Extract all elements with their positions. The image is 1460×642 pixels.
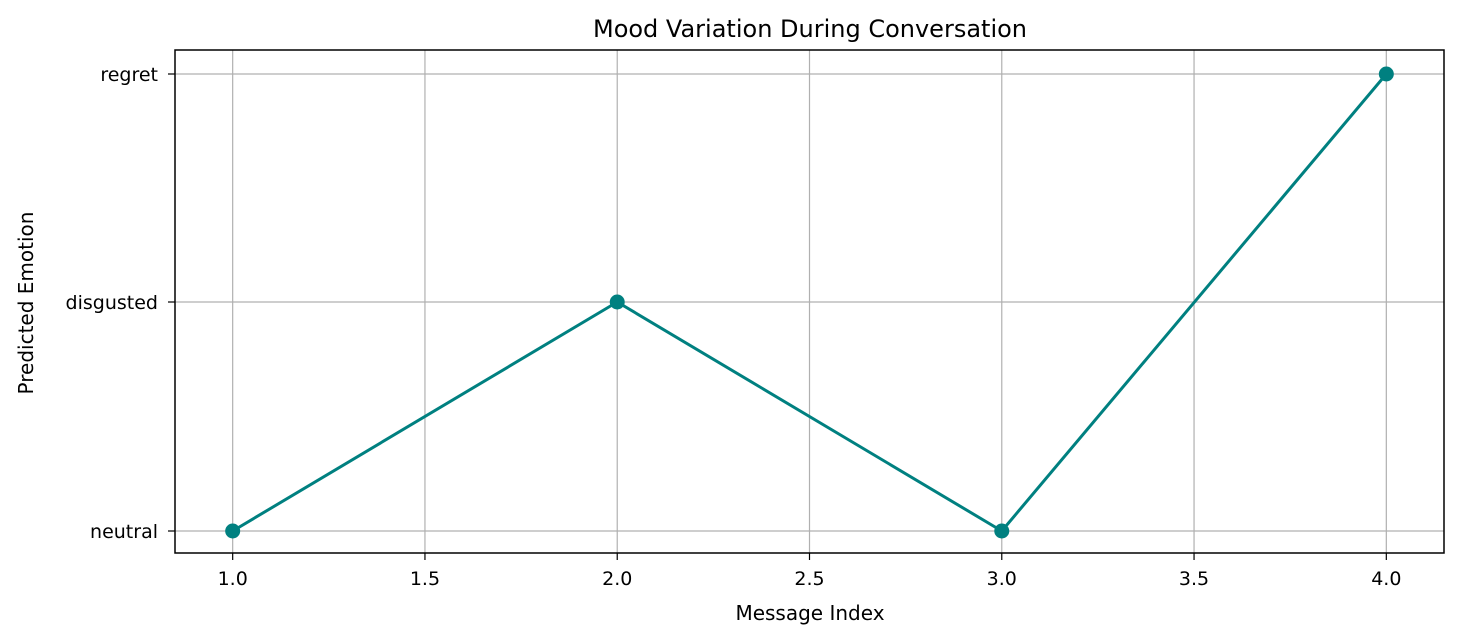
data-point <box>609 294 625 310</box>
gridlines <box>175 50 1444 553</box>
y-tick-label: disgusted <box>66 292 158 314</box>
data-point <box>225 523 241 539</box>
x-tick-label: 3.0 <box>987 568 1017 590</box>
x-tick-label: 4.0 <box>1371 568 1401 590</box>
data-point <box>1378 66 1394 82</box>
series-line <box>231 73 1388 533</box>
x-tick-label: 2.0 <box>602 568 632 590</box>
y-axis-label: Predicted Emotion <box>14 212 38 395</box>
data-point <box>994 523 1010 539</box>
axis-ticks: 1.0 1.5 2.0 2.5 3.0 3.5 4.0 neutral disgusted reg… <box>66 64 1402 590</box>
x-tick-label: 1.0 <box>218 568 248 590</box>
chart-title: Mood Variation During Conversation <box>593 15 1027 43</box>
x-axis-label: Message Index <box>735 601 884 625</box>
y-tick-label: regret <box>100 64 158 86</box>
series-mood <box>225 66 1394 539</box>
y-tick-label: neutral <box>90 521 158 543</box>
x-tick-label: 3.5 <box>1179 568 1209 590</box>
x-tick-label: 2.5 <box>794 568 824 590</box>
x-tick-label: 1.5 <box>410 568 440 590</box>
